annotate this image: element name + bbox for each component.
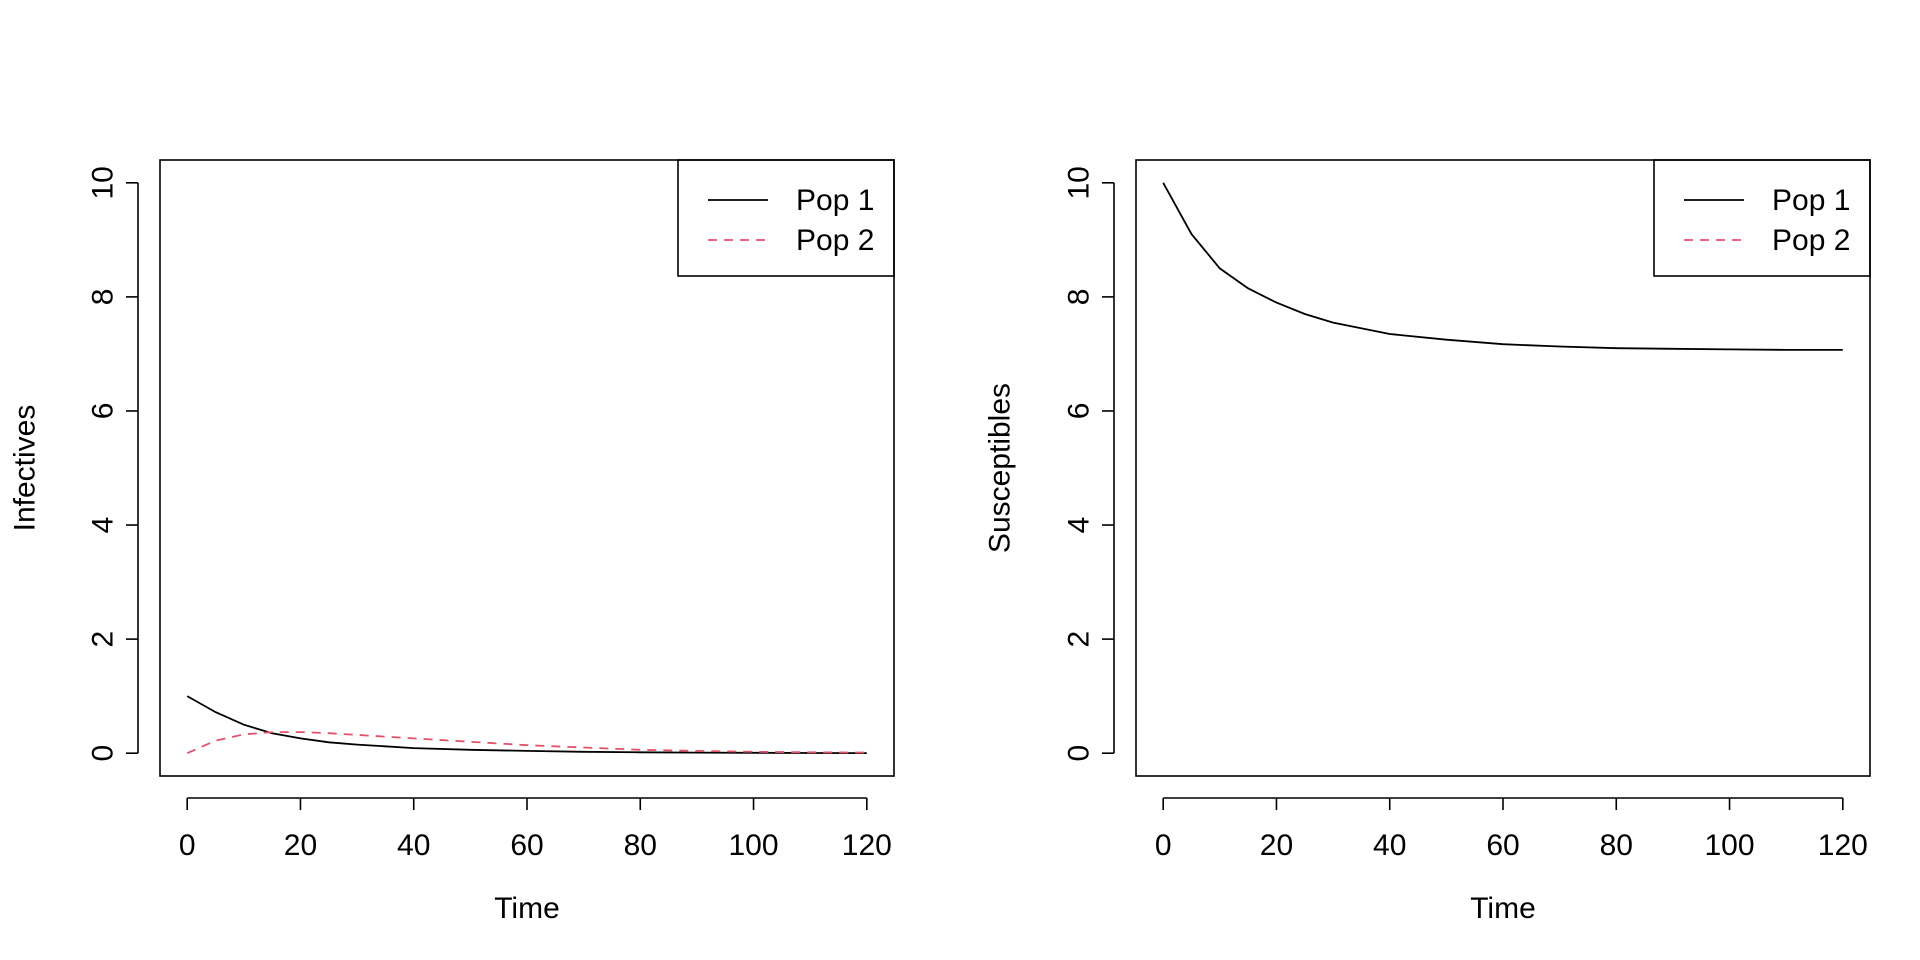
plot-frame (159, 159, 895, 777)
x-tick-label: 100 (1705, 829, 1755, 862)
y-tick-label: 4 (1063, 517, 1096, 534)
y-tick-label: 0 (1063, 745, 1096, 762)
legend-label-1: Pop 1 (1772, 184, 1850, 217)
x-tick-label: 20 (1260, 829, 1293, 862)
x-tick-label: 100 (729, 829, 779, 862)
y-tick-label: 2 (1063, 631, 1096, 648)
series-line-1 (186, 695, 867, 754)
y-axis-title: Infectives (9, 405, 42, 532)
legend-box (1653, 159, 1871, 277)
y-tick-label: 10 (87, 166, 120, 199)
legend-label-2: Pop 2 (1772, 224, 1850, 257)
y-axis-title: Susceptibles (984, 383, 1017, 553)
x-tick-label: 40 (397, 829, 430, 862)
series-line-1 (1162, 182, 1843, 351)
legend-box (677, 159, 895, 277)
x-axis-title: Time (494, 892, 560, 925)
y-tick-label: 8 (87, 289, 120, 306)
susceptibles-panel: 0 20 40 60 80 100 120 0 2 4 6 8 10 Time Susceptibles Po… (984, 159, 1871, 925)
x-tick-label: 80 (1600, 829, 1633, 862)
x-axis-title: Time (1470, 892, 1536, 925)
x-tick-label: 80 (624, 829, 657, 862)
x-tick-label: 120 (842, 829, 892, 862)
infectives-panel: 0 20 40 60 80 100 120 0 2 4 6 8 10 Time Infectives Pop … (9, 159, 895, 925)
y-tick-label: 10 (1063, 166, 1096, 199)
plot-frame (1135, 159, 1871, 777)
legend-label-2: Pop 2 (796, 224, 874, 257)
y-tick-label: 6 (1063, 403, 1096, 420)
x-tick-label: 60 (1486, 829, 1519, 862)
y-tick-label: 6 (87, 403, 120, 420)
x-tick-label: 120 (1818, 829, 1868, 862)
legend-label-1: Pop 1 (796, 184, 874, 217)
y-tick-label: 4 (87, 517, 120, 534)
x-tick-label: 60 (510, 829, 543, 862)
y-tick-label: 8 (1063, 289, 1096, 306)
x-tick-label: 0 (179, 829, 196, 862)
y-tick-label: 2 (87, 631, 120, 648)
series-line-2 (186, 731, 867, 755)
y-tick-label: 0 (87, 745, 120, 762)
x-tick-label: 40 (1373, 829, 1406, 862)
x-tick-label: 0 (1155, 829, 1172, 862)
x-tick-label: 20 (284, 829, 317, 862)
